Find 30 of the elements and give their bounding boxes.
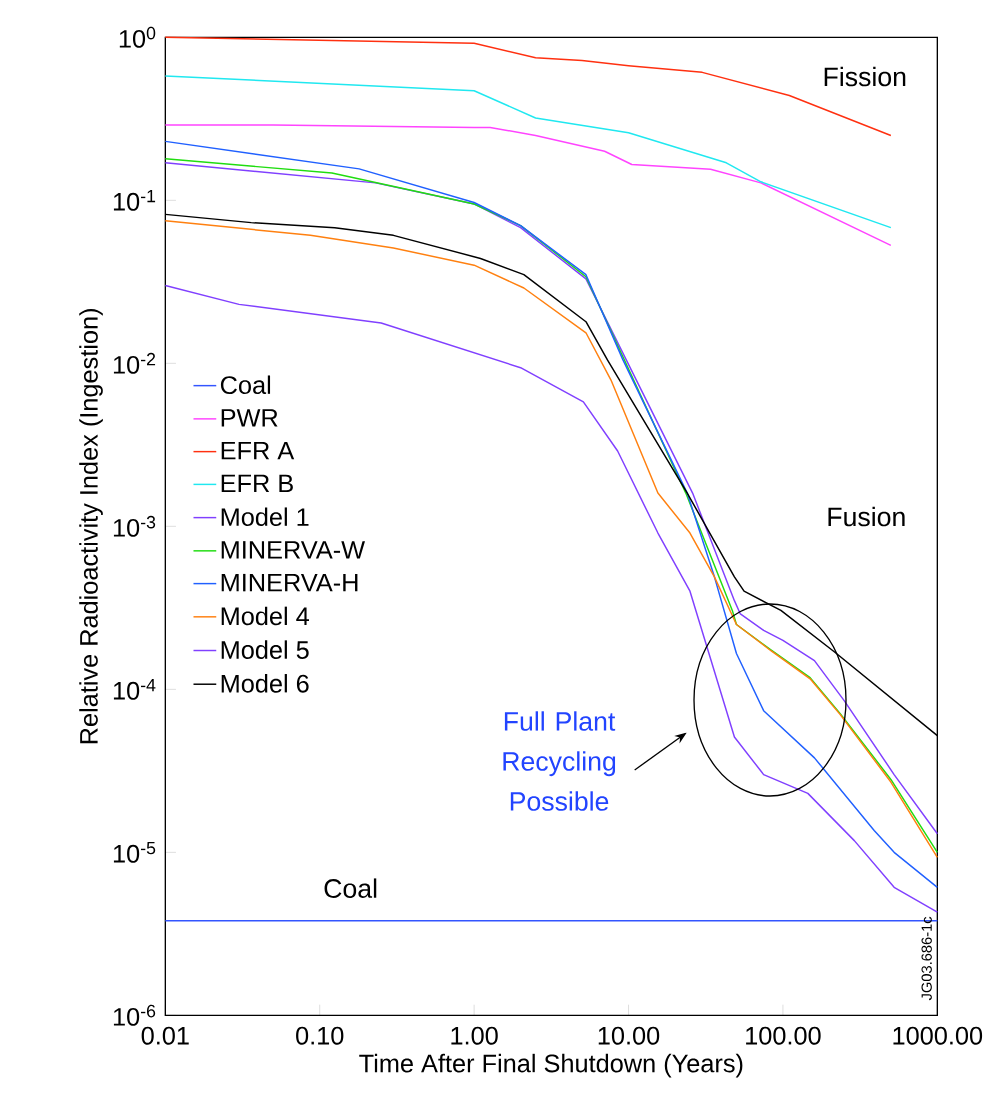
legend-label: Model 5 bbox=[221, 640, 309, 659]
y-tick-label: 10$^{-2}$ bbox=[113, 352, 156, 374]
legend-label: Model 4 bbox=[221, 606, 309, 626]
legend-label: Coal bbox=[220, 375, 271, 395]
x-axis-title: Time After Final Shutdown (Years) bbox=[359, 1053, 743, 1078]
x-tick-label: 100.00 bbox=[746, 1026, 821, 1045]
legend-label: EFR B bbox=[221, 474, 293, 493]
y-tick-label: 10$^{-3}$ bbox=[113, 515, 156, 537]
x-tick-label: 0.10 bbox=[296, 1026, 344, 1045]
y-tick-label: 10$^{-5}$ bbox=[113, 841, 156, 863]
annotation: Fission bbox=[824, 66, 906, 87]
x-tick-label: 0.01 bbox=[141, 1026, 189, 1045]
legend-label: Model 1 bbox=[221, 507, 309, 527]
y-tick-label: 10$^{-4}$ bbox=[113, 678, 156, 700]
annotation: Fusion bbox=[828, 506, 905, 527]
legend-label: MINERVA-H bbox=[221, 573, 358, 592]
legend-label: PWR bbox=[221, 409, 278, 427]
legend-label: Model 6 bbox=[221, 674, 309, 693]
legend-label: EFR A bbox=[221, 441, 295, 460]
legend-label: MINERVA-W bbox=[221, 541, 365, 559]
annotation: JG03.686-1c bbox=[921, 916, 932, 1001]
annotation: Full Plant Recycling Possible bbox=[503, 711, 616, 811]
y-axis-title: Relative Radioactivity Index (Ingestion) bbox=[79, 309, 103, 744]
y-tick-label: 10$^{-6}$ bbox=[113, 1004, 156, 1026]
x-tick-label: 1.00 bbox=[451, 1026, 498, 1045]
y-tick-label: 10$^{0}$ bbox=[119, 26, 156, 48]
annotation: Coal bbox=[324, 878, 377, 898]
y-tick-label: 10$^{-1}$ bbox=[113, 189, 156, 211]
x-tick-label: 1000.00 bbox=[893, 1026, 983, 1045]
x-tick-label: 10.00 bbox=[598, 1026, 660, 1045]
